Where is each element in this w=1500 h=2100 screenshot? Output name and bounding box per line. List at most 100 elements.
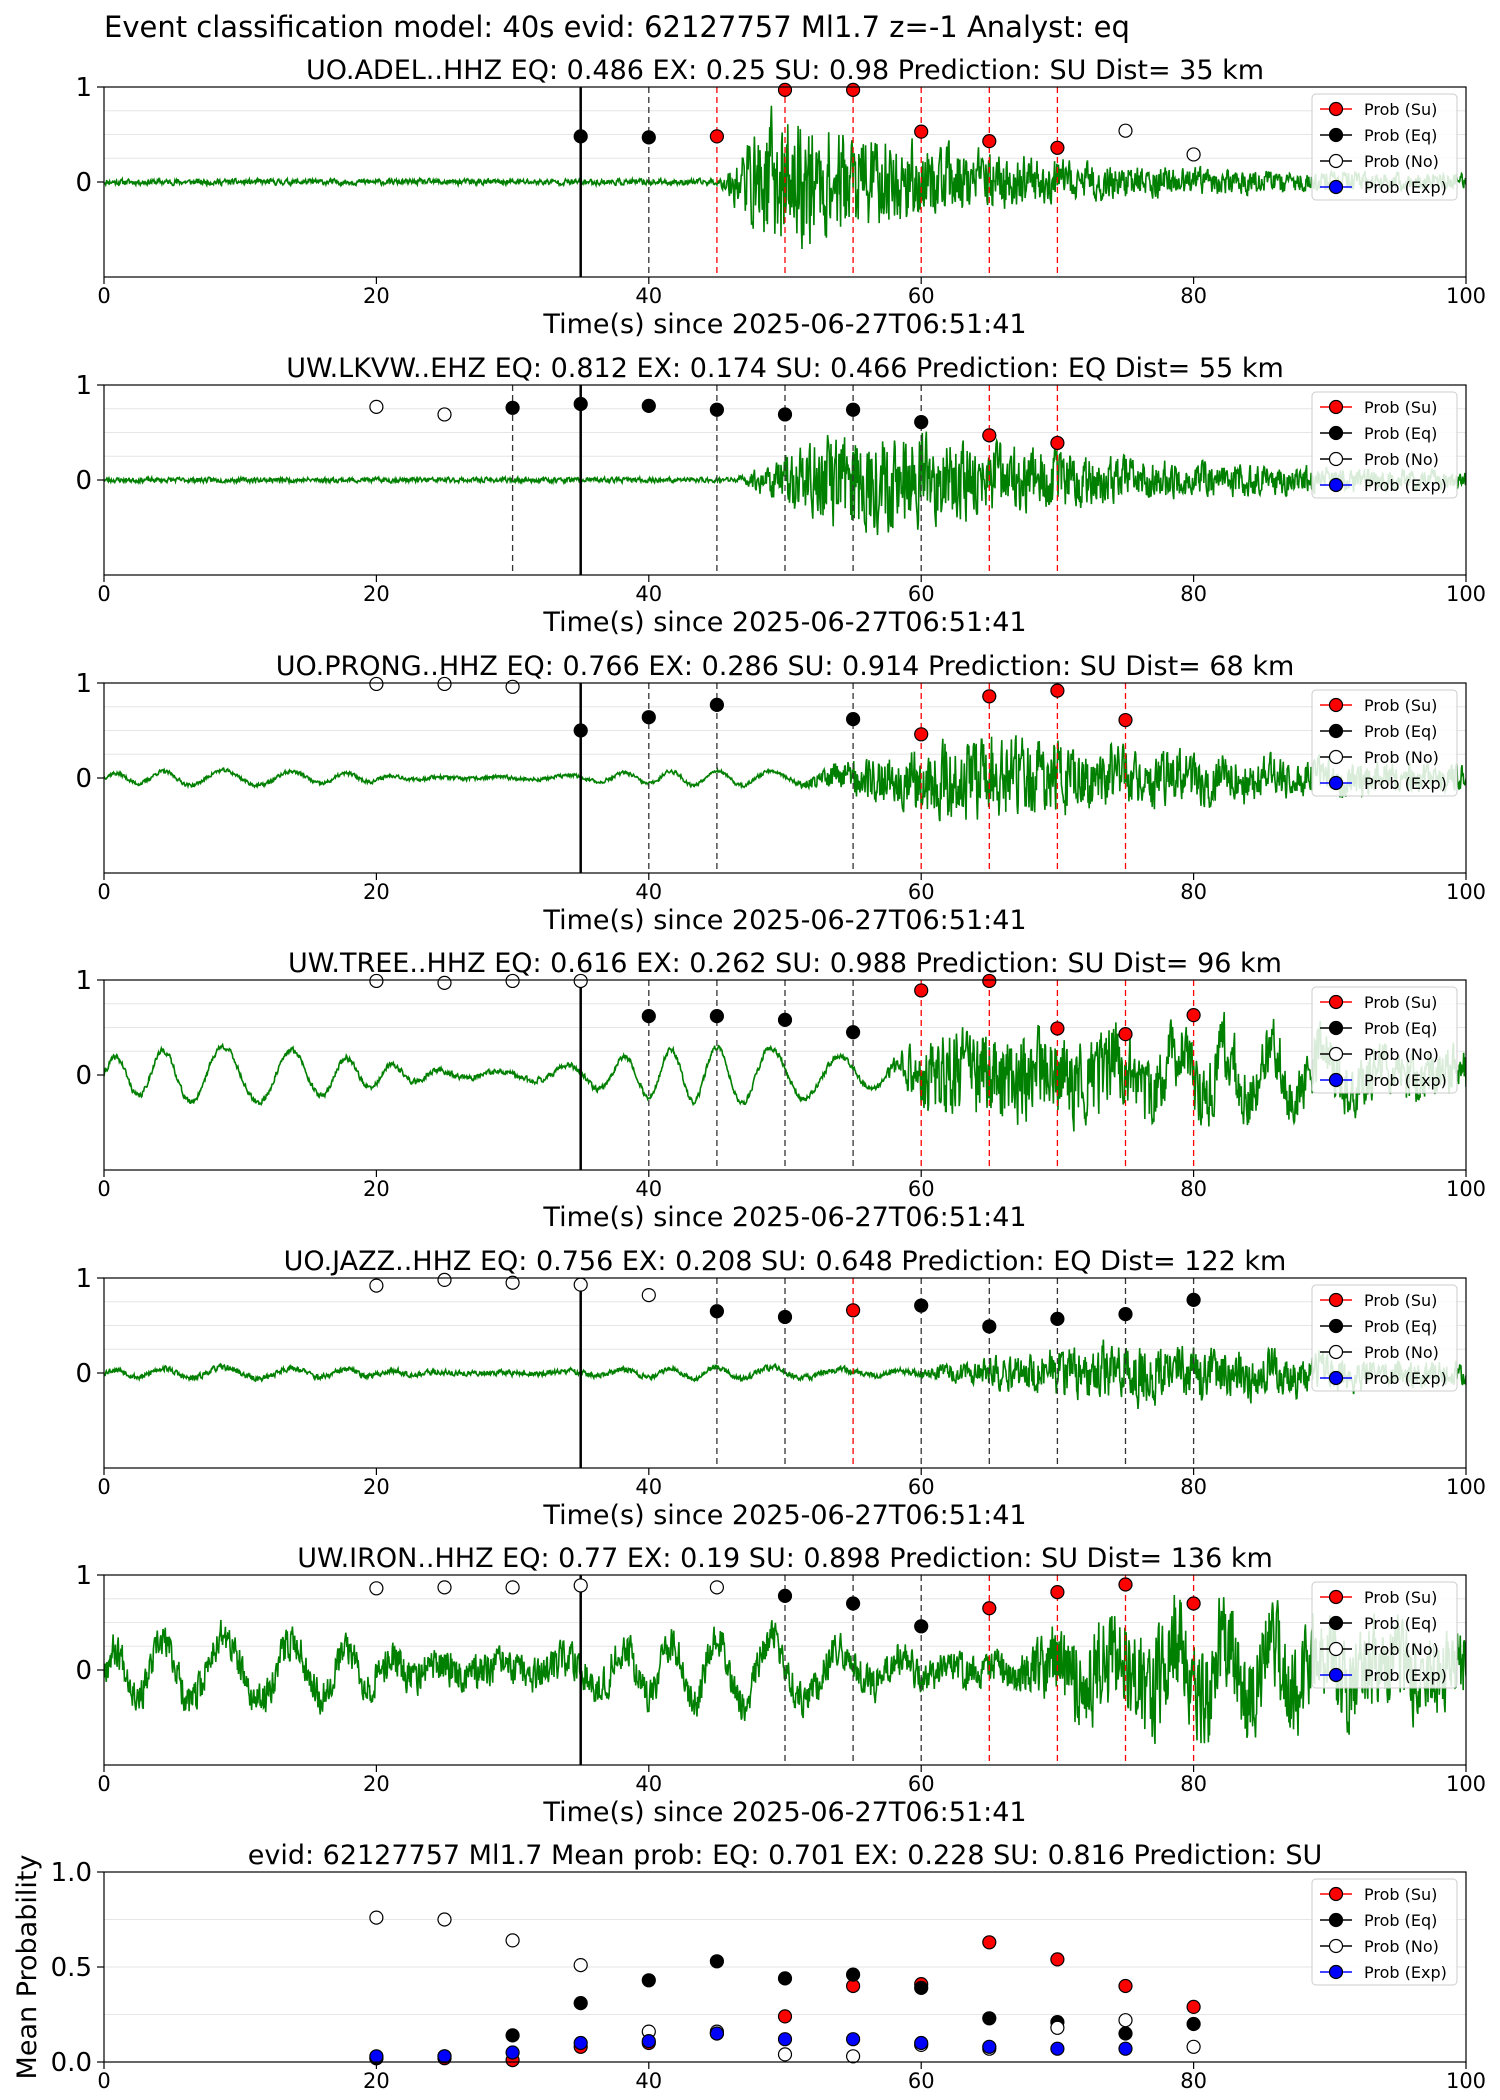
point-exp <box>1118 2041 1133 2056</box>
point-eq <box>845 1025 861 1040</box>
x-axis-label: Time(s) since 2025-06-27T06:51:41 <box>542 1500 1026 1531</box>
point-no <box>709 1580 725 1595</box>
point-su <box>1186 1999 1201 2015</box>
y-tick-label: 0.5 <box>51 1953 92 1983</box>
x-axis-label: Time(s) since 2025-06-27T06:51:41 <box>542 607 1026 638</box>
legend-label-eq: Prob (Eq) <box>1364 1614 1437 1633</box>
waveform-trace <box>104 735 1466 822</box>
x-tick-label: 80 <box>1180 284 1207 308</box>
point-no <box>369 973 384 989</box>
x-tick-label: 100 <box>1446 284 1486 308</box>
legend-marker-no <box>1328 1641 1344 1657</box>
suptitle: Event classification model: 40s evid: 62… <box>104 10 1130 44</box>
x-tick-label: 80 <box>1180 1177 1207 1201</box>
point-eq <box>1118 1306 1133 1322</box>
legend-box <box>1311 1878 1458 1986</box>
panel-4: 0 20 40 60 80 100 0 1 UW.TREE..HHZ EQ: 0.616 EX:… <box>75 948 1486 1233</box>
point-no <box>437 1580 452 1595</box>
x-tick-label: 60 <box>908 284 935 308</box>
point-eq <box>845 402 861 417</box>
point-no <box>1186 147 1201 162</box>
point-no <box>505 1933 520 1948</box>
point-eq <box>777 1971 793 1986</box>
legend-label-eq: Prob (Eq) <box>1364 722 1437 741</box>
legend-marker-eq <box>1328 723 1344 739</box>
legend-label-no: Prob (No) <box>1364 152 1439 171</box>
point-su <box>1118 712 1133 728</box>
point-eq <box>914 1980 929 1996</box>
point-su <box>777 2009 793 2024</box>
legend-marker-exp <box>1328 179 1344 195</box>
legend-box <box>1311 1284 1458 1392</box>
legend-label-no: Prob (No) <box>1364 1937 1439 1956</box>
point-eq <box>641 1008 656 1024</box>
y-axis-label: Mean Probability <box>12 1855 43 2080</box>
legend-marker-exp <box>1328 1370 1344 1386</box>
point-no <box>437 1912 452 1927</box>
point-eq <box>777 1012 793 1028</box>
point-su <box>1050 1021 1065 1036</box>
y-tick-label: 1 <box>75 1264 92 1294</box>
x-tick-label: 40 <box>635 1475 662 1499</box>
legend-label-exp: Prob (Exp) <box>1364 476 1447 495</box>
legend-box <box>1311 1581 1458 1689</box>
legend-label-exp: Prob (Exp) <box>1364 1369 1447 1388</box>
legend-label-eq: Prob (Eq) <box>1364 1019 1437 1038</box>
point-eq <box>573 396 588 412</box>
legend-box <box>1311 986 1458 1094</box>
x-tick-label: 100 <box>1446 1475 1486 1499</box>
x-tick-label: 40 <box>635 1177 662 1201</box>
point-no <box>369 1581 384 1596</box>
point-eq <box>709 402 725 417</box>
point-eq <box>709 1008 725 1024</box>
legend-label-eq: Prob (Eq) <box>1364 424 1437 443</box>
y-tick-label: 0 <box>75 1656 92 1686</box>
x-tick-label: 20 <box>363 1772 390 1796</box>
point-exp <box>914 2035 929 2051</box>
x-tick-label: 60 <box>908 582 935 606</box>
legend-label-exp: Prob (Exp) <box>1364 178 1447 197</box>
x-tick-label: 60 <box>908 1772 935 1796</box>
plot-area <box>104 683 1466 873</box>
panel-5: 0 20 40 60 80 100 0 1 UO.JAZZ..HHZ EQ: 0.756 EX:… <box>75 1246 1486 1531</box>
point-su <box>709 129 725 144</box>
legend-label-no: Prob (No) <box>1364 1045 1439 1064</box>
point-no <box>437 407 452 422</box>
legend-marker-exp <box>1328 1667 1344 1683</box>
x-axis-label: Time(s) since 2025-06-27T06:51:41 <box>542 905 1026 936</box>
x-axis-label: Time(s) since 2025-06-27T06:51:41 <box>542 309 1026 340</box>
point-no <box>573 1277 588 1292</box>
y-tick-label: 1 <box>75 371 92 401</box>
legend-marker-su <box>1328 994 1344 1010</box>
point-su <box>982 1601 997 1616</box>
point-eq <box>777 1588 793 1604</box>
x-tick-label: 40 <box>635 284 662 308</box>
point-no <box>505 973 520 989</box>
y-tick-label: 0 <box>75 1359 92 1389</box>
legend-marker-exp <box>1328 1964 1344 1980</box>
x-axis-label: Time(s) since 2025-06-27T06:51:41 <box>542 1797 1026 1828</box>
legend-label-no: Prob (No) <box>1364 1640 1439 1659</box>
point-su <box>982 134 997 149</box>
panel-title: evid: 62127757 Ml1.7 Mean prob: EQ: 0.70… <box>248 1840 1323 1871</box>
point-eq <box>1050 1311 1065 1326</box>
y-tick-label: 1 <box>75 73 92 103</box>
point-exp <box>437 2049 452 2064</box>
panel-6: 0 20 40 60 80 100 0 1 UW.IRON..HHZ EQ: 0.77 EX: … <box>75 1543 1486 1828</box>
point-eq <box>982 2011 997 2026</box>
point-eq <box>845 711 861 727</box>
point-eq <box>505 2028 520 2043</box>
point-no <box>505 1580 520 1595</box>
point-no <box>777 2047 793 2062</box>
point-su <box>1050 140 1065 155</box>
legend-label-no: Prob (No) <box>1364 450 1439 469</box>
x-tick-label: 100 <box>1446 880 1486 904</box>
x-tick-label: 80 <box>1180 880 1207 904</box>
point-eq <box>573 1995 588 2011</box>
legend-marker-su <box>1328 1886 1344 1902</box>
legend-label-eq: Prob (Eq) <box>1364 1317 1437 1336</box>
y-tick-label: 0.0 <box>51 2048 92 2078</box>
point-su <box>982 689 997 704</box>
